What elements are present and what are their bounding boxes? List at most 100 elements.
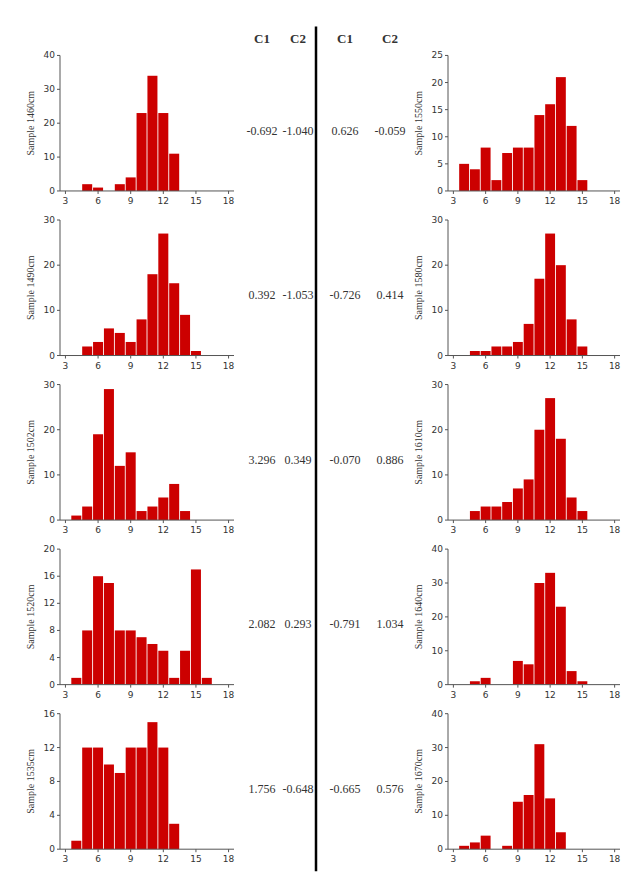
x-tick-label: 15 <box>190 854 201 864</box>
bar <box>567 126 577 191</box>
y-axis <box>448 220 449 356</box>
bar <box>147 76 157 191</box>
bar <box>567 319 577 355</box>
y-tick <box>445 55 448 56</box>
x-tick <box>130 520 131 523</box>
bar <box>502 153 512 191</box>
bars <box>71 569 212 684</box>
x-tick <box>130 849 131 852</box>
y-tick <box>57 429 60 430</box>
y-tick <box>445 429 448 430</box>
y-tick-label: 8 <box>49 776 55 786</box>
y-tick <box>445 650 448 651</box>
y-tick-label: 10 <box>432 470 444 480</box>
bar <box>513 488 523 520</box>
y-tick <box>57 190 60 191</box>
bar <box>524 324 534 356</box>
bar <box>545 398 555 520</box>
y-tick <box>57 684 60 685</box>
y-tick <box>445 355 448 356</box>
bar <box>180 315 190 356</box>
x-tick <box>485 685 486 688</box>
bar <box>470 169 480 191</box>
y-tick <box>445 616 448 617</box>
y-tick-label: 0 <box>49 680 55 690</box>
score: 0.293 <box>285 617 312 631</box>
y-label: Sample 1580cm <box>413 255 424 320</box>
y-tick-label: 0 <box>49 515 55 525</box>
y-tick-label: 20 <box>44 260 56 270</box>
x-tick-label: 9 <box>515 361 521 371</box>
bar <box>180 511 190 520</box>
bar <box>169 824 179 849</box>
x-tick-label: 3 <box>63 525 69 535</box>
bar <box>481 836 491 850</box>
x-tick-label: 3 <box>451 525 457 535</box>
x-tick <box>130 356 131 359</box>
y-tick-label: 30 <box>432 215 444 225</box>
x-tick <box>65 191 66 194</box>
x-tick-label: 9 <box>515 690 521 700</box>
bar <box>534 583 544 685</box>
y-tick <box>57 576 60 577</box>
x-tick-label: 15 <box>190 196 201 206</box>
y-tick <box>57 89 60 90</box>
y-label: Sample 1460cm <box>25 91 36 156</box>
x-tick <box>453 520 454 523</box>
y-tick <box>57 220 60 221</box>
x-tick-label: 12 <box>158 361 169 371</box>
y-tick <box>445 549 448 550</box>
x-tick-label: 9 <box>128 690 134 700</box>
y-tick-label: 40 <box>44 50 56 60</box>
bar <box>481 678 491 685</box>
y-axis <box>448 55 449 191</box>
x-tick-label: 9 <box>128 854 134 864</box>
x-tick-label: 6 <box>483 525 489 535</box>
y-tick <box>57 310 60 311</box>
bar <box>524 795 534 849</box>
x-tick <box>228 849 229 852</box>
x-tick <box>582 849 583 852</box>
bar <box>556 77 566 191</box>
score: 0.886 <box>377 453 404 467</box>
x-tick <box>582 685 583 688</box>
bar <box>577 511 587 520</box>
bar <box>577 180 587 191</box>
x-tick-label: 18 <box>609 196 621 206</box>
y-tick <box>57 603 60 604</box>
x-tick-label: 18 <box>223 690 235 700</box>
bar <box>481 507 491 521</box>
x-axis <box>60 520 234 521</box>
y-label: Sample 1490cm <box>25 255 36 320</box>
y-tick-label: 5 <box>437 159 443 169</box>
x-tick-label: 15 <box>190 525 201 535</box>
x-tick-label: 6 <box>95 690 101 700</box>
score: -0.692 <box>247 124 278 138</box>
x-tick-label: 6 <box>483 690 489 700</box>
bar <box>180 651 190 685</box>
x-tick <box>517 191 518 194</box>
score: 3.296 <box>249 453 276 467</box>
bar <box>115 333 125 356</box>
y-tick-label: 30 <box>44 380 56 390</box>
x-tick <box>453 191 454 194</box>
x-tick-label: 18 <box>609 690 621 700</box>
bar <box>577 346 587 355</box>
x-axis <box>448 684 620 685</box>
x-tick-label: 12 <box>544 525 555 535</box>
divider <box>315 26 318 871</box>
y-tick <box>445 136 448 137</box>
bars <box>71 389 190 520</box>
x-axis <box>448 190 620 191</box>
bar <box>491 346 501 355</box>
y-tick <box>445 781 448 782</box>
bar <box>513 661 523 685</box>
bar <box>545 104 555 191</box>
bar <box>115 184 125 191</box>
bar <box>115 773 125 849</box>
bar <box>126 748 136 850</box>
y-tick <box>57 265 60 266</box>
bar <box>534 744 544 849</box>
x-tick <box>130 685 131 688</box>
figure: C1C2C1C2369121518010203040Sample 1460cm-… <box>0 0 632 880</box>
